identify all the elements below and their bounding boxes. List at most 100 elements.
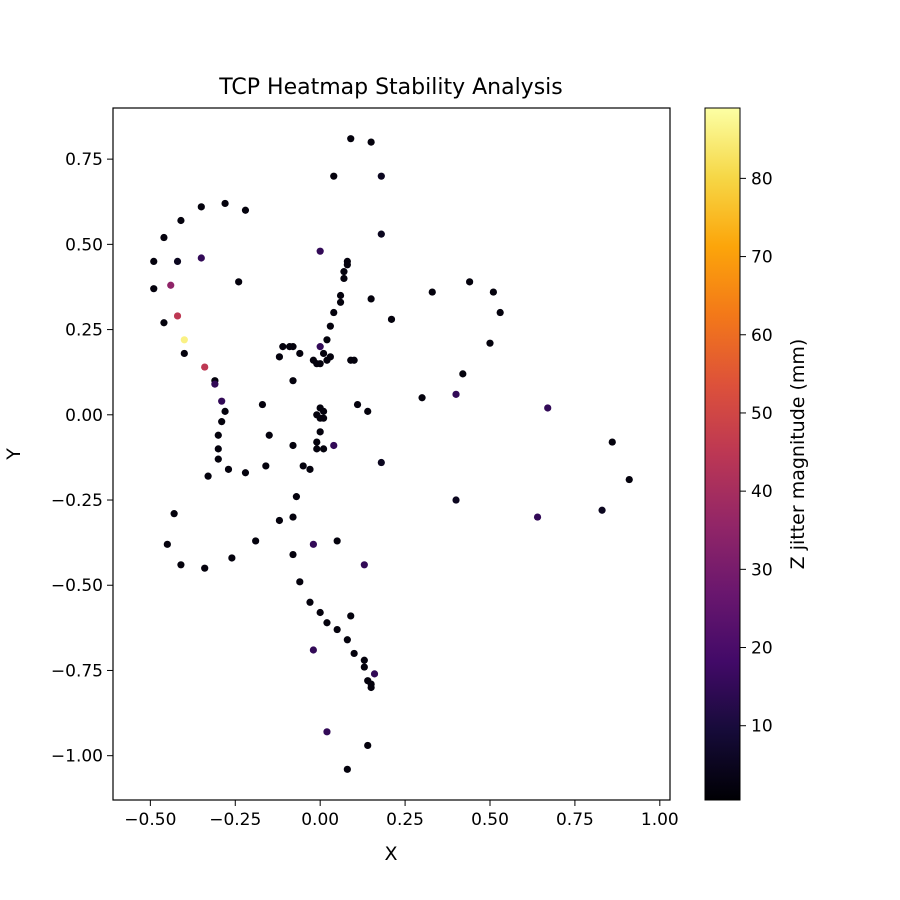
data-point: [262, 462, 270, 470]
data-point: [343, 636, 351, 644]
data-point: [323, 619, 331, 627]
colorbar-tick-label: 30: [751, 560, 773, 580]
data-point: [353, 400, 362, 409]
data-point: [309, 646, 317, 654]
data-point: [323, 728, 331, 736]
y-tick-label: −0.75: [51, 661, 103, 681]
data-point: [296, 349, 304, 358]
data-point: [163, 540, 171, 548]
y-tick-label: −0.50: [51, 576, 103, 596]
scatter-points: [150, 135, 633, 773]
data-point: [180, 349, 188, 358]
data-point: [160, 319, 168, 327]
x-tick-label: −0.50: [124, 810, 176, 830]
data-point: [316, 247, 324, 255]
data-point: [336, 298, 345, 306]
data-point: [377, 458, 385, 467]
y-tick-label: −1.00: [51, 747, 103, 767]
chart-title: TCP Heatmap Stability Analysis: [218, 75, 562, 100]
data-point: [214, 431, 222, 439]
y-tick-label: 0.75: [65, 150, 103, 170]
data-point: [496, 308, 504, 317]
data-point: [370, 670, 379, 678]
x-tick-label: 0.50: [471, 810, 509, 830]
data-point: [180, 336, 188, 344]
data-point: [306, 465, 314, 473]
data-point: [167, 281, 175, 289]
data-point: [204, 472, 212, 480]
data-point: [150, 285, 158, 293]
data-point: [367, 683, 375, 692]
data-point: [347, 135, 355, 143]
data-point: [313, 445, 321, 453]
data-point: [289, 550, 297, 559]
data-point: [241, 206, 250, 214]
data-point: [343, 765, 351, 773]
data-point: [316, 428, 324, 436]
data-point: [160, 233, 168, 242]
data-point: [221, 199, 229, 208]
data-point: [533, 513, 542, 521]
data-point: [173, 257, 182, 265]
data-point: [289, 343, 297, 351]
data-point: [313, 438, 321, 446]
data-point: [319, 349, 328, 358]
data-point: [279, 343, 287, 351]
x-axis-label: X: [384, 843, 397, 865]
data-point: [452, 390, 460, 398]
data-point: [326, 322, 334, 330]
data-point: [299, 462, 307, 470]
data-point: [319, 407, 328, 415]
data-point: [319, 445, 328, 453]
data-point: [316, 343, 324, 351]
x-tick-label: 0.00: [301, 810, 339, 830]
data-point: [360, 656, 368, 664]
data-point: [224, 465, 233, 473]
data-point: [177, 561, 185, 569]
data-point: [489, 288, 497, 296]
data-point: [306, 598, 314, 606]
data-point: [387, 315, 396, 323]
data-point: [428, 288, 436, 296]
data-point: [377, 172, 385, 180]
data-point: [350, 356, 358, 364]
colorbar-tick-label: 60: [751, 326, 773, 346]
data-point: [252, 537, 260, 545]
data-point: [309, 540, 317, 548]
data-point: [360, 663, 368, 671]
data-point: [319, 414, 328, 422]
x-tick-label: 0.25: [386, 810, 424, 830]
data-point: [323, 336, 331, 344]
data-point: [177, 216, 185, 225]
colorbar-tick-label: 50: [751, 404, 773, 424]
colorbar-tick-label: 80: [751, 169, 773, 189]
data-point: [367, 295, 375, 303]
plot-frame: [112, 107, 671, 801]
y-tick-label: 0.50: [65, 235, 103, 255]
data-point: [360, 561, 368, 569]
y-axis: 0.75 0.50 0.25 0.00 −0.25 −0.50 −0.75 −1.00: [51, 150, 113, 767]
data-point: [218, 397, 226, 405]
colorbar-tick-label: 10: [751, 717, 773, 737]
data-point: [544, 404, 552, 412]
data-point: [275, 516, 284, 525]
y-tick-label: 0.00: [65, 406, 103, 426]
colorbar: [704, 107, 741, 801]
data-point: [486, 339, 494, 347]
y-tick-label: −0.25: [51, 491, 103, 511]
x-tick-label: 1.00: [641, 810, 679, 830]
y-axis-label: Y: [3, 448, 25, 461]
colorbar-tick-label: 40: [751, 482, 773, 502]
data-point: [201, 564, 209, 572]
data-point: [289, 377, 297, 385]
data-point: [316, 360, 324, 368]
data-point: [333, 625, 341, 634]
data-point: [221, 407, 229, 415]
data-point: [418, 394, 426, 402]
data-point: [292, 493, 301, 501]
data-point: [170, 510, 178, 518]
data-point: [197, 254, 205, 262]
colorbar-label: Z jitter magnitude (mm): [787, 339, 809, 570]
colorbar-tick-label: 20: [751, 639, 773, 659]
data-point: [150, 257, 158, 265]
